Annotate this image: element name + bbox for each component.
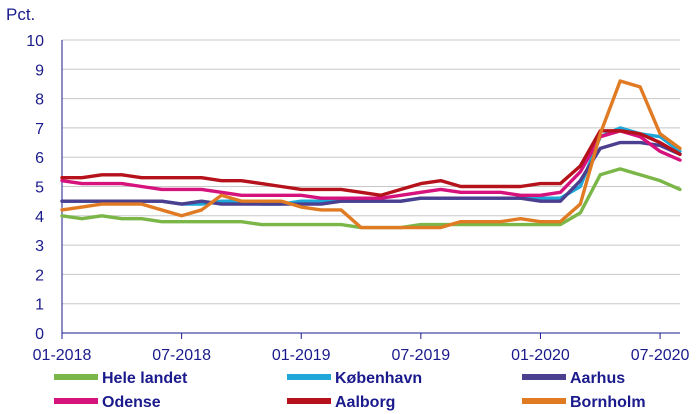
y-tick-label: 10 bbox=[26, 33, 44, 50]
legend-item: Bornholm bbox=[522, 394, 646, 411]
axes bbox=[61, 40, 680, 339]
legend-item: Odense bbox=[54, 394, 161, 411]
x-tick-label: 01-2019 bbox=[272, 347, 331, 364]
y-tick-label: 1 bbox=[35, 297, 44, 314]
legend-label: Hele landet bbox=[102, 370, 188, 387]
legend-label: København bbox=[335, 370, 422, 387]
x-tick-label: 07-2020 bbox=[631, 347, 690, 364]
x-tick-label: 01-2020 bbox=[511, 347, 570, 364]
y-tick-label: 2 bbox=[35, 267, 44, 284]
gridlines bbox=[62, 39, 680, 305]
legend-item: Hele landet bbox=[54, 370, 188, 387]
y-tick-label: 4 bbox=[35, 209, 44, 226]
legend-label: Odense bbox=[102, 394, 161, 411]
legend: Hele landet København Aarhus Odense Aalborg B… bbox=[54, 370, 646, 411]
series-line-aalborg bbox=[60, 129, 682, 197]
legend-item: København bbox=[287, 370, 422, 387]
y-tick-label: 8 bbox=[35, 92, 44, 109]
y-tick-label: 3 bbox=[35, 238, 44, 255]
x-tick-label: 01-2018 bbox=[33, 347, 92, 364]
y-tick-label: 0 bbox=[35, 326, 44, 343]
series-line-odense bbox=[60, 129, 682, 200]
y-tick-label: 7 bbox=[35, 121, 44, 138]
y-tick-label: 9 bbox=[35, 62, 44, 79]
series-line-bornholm bbox=[60, 79, 682, 230]
legend-item: Aalborg bbox=[287, 394, 395, 411]
x-tick-label: 07-2019 bbox=[391, 347, 450, 364]
y-tick-label: 5 bbox=[35, 180, 44, 197]
series-line-aarhus bbox=[60, 140, 682, 206]
y-unit-label: Pct. bbox=[6, 5, 35, 24]
y-tick-labels: 0 1 2 3 4 5 6 7 8 9 10 bbox=[26, 33, 44, 343]
y-tick-label: 6 bbox=[35, 150, 44, 167]
series-lines bbox=[60, 79, 682, 230]
x-tick-label: 07-2018 bbox=[152, 347, 211, 364]
legend-label: Aarhus bbox=[570, 370, 625, 387]
legend-item: Aarhus bbox=[522, 370, 625, 387]
x-tick-labels: 01-2018 07-2018 01-2019 07-2019 01-2020 07-20… bbox=[33, 347, 690, 364]
legend-label: Bornholm bbox=[570, 394, 646, 411]
legend-label: Aalborg bbox=[335, 394, 395, 411]
